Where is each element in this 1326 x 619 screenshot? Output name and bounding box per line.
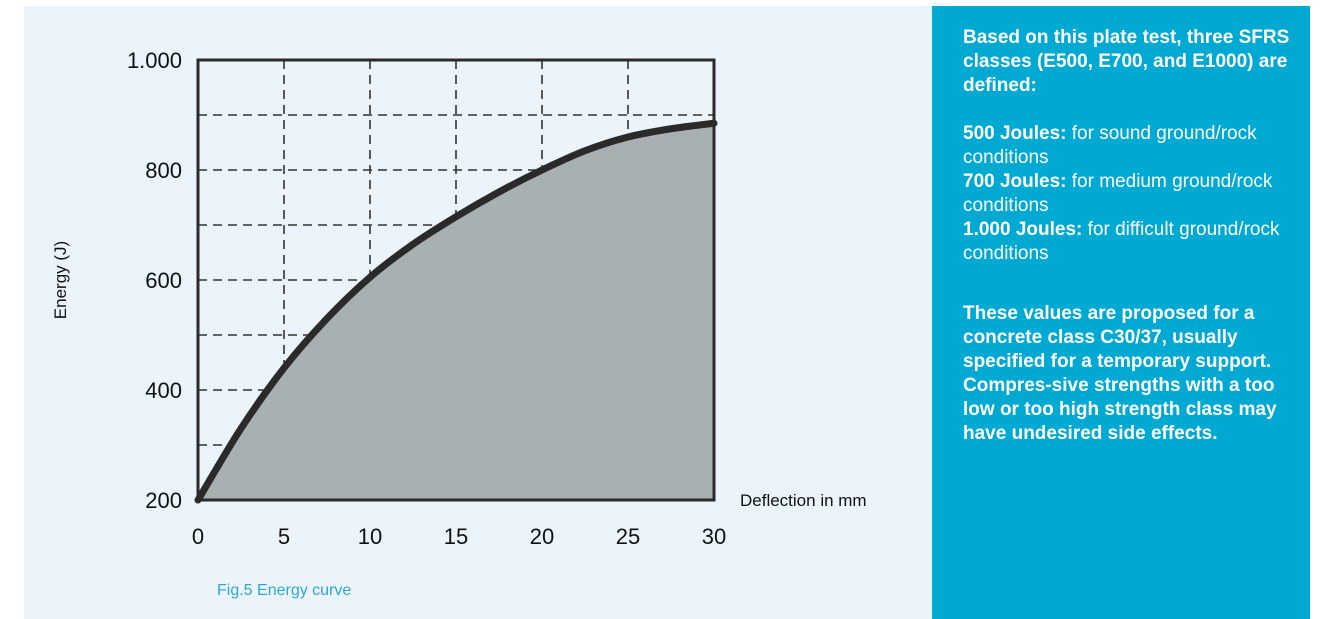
energy-area [198, 123, 714, 500]
note-text: These values are proposed for a concrete… [963, 303, 1277, 444]
y-tick-label: 600 [145, 268, 182, 293]
y-tick-label: 800 [145, 158, 182, 183]
intro-text: Based on this plate test, three SFRS cla… [963, 27, 1290, 96]
x-tick-label: 0 [192, 524, 204, 549]
figure-caption: Fig.5 Energy curve [217, 582, 352, 599]
class-500: 500 Joules: for sound ground/rock condit… [963, 123, 1257, 168]
y-tick-labels: 200 400 600 800 1.000 [127, 48, 182, 513]
class-700: 700 Joules: for medium ground/rock condi… [963, 171, 1273, 216]
chart-panel: 200 400 600 800 1.000 0 5 10 15 20 25 30 Energy (J… [24, 6, 932, 619]
info-panel: Based on this plate test, three SFRS cla… [932, 6, 1310, 619]
y-tick-label: 400 [145, 378, 182, 403]
x-tick-label: 15 [444, 524, 468, 549]
x-tick-label: 20 [530, 524, 554, 549]
x-tick-labels: 0 5 10 15 20 25 30 [192, 524, 726, 549]
energy-chart: 200 400 600 800 1.000 0 5 10 15 20 25 30 Energy (J… [51, 48, 867, 549]
x-tick-label: 30 [702, 524, 726, 549]
plot-frame [196, 58, 716, 502]
x-axis-label: Deflection in mm [740, 491, 867, 510]
x-tick-label: 5 [278, 524, 290, 549]
y-tick-label: 200 [145, 488, 182, 513]
y-axis-label: Energy (J) [51, 241, 70, 319]
class-1000: 1.000 Joules: for difficult ground/rock … [963, 219, 1280, 264]
x-tick-label: 10 [358, 524, 382, 549]
y-tick-label: 1.000 [127, 48, 182, 73]
energy-curve [194, 119, 718, 504]
x-tick-label: 25 [616, 524, 640, 549]
